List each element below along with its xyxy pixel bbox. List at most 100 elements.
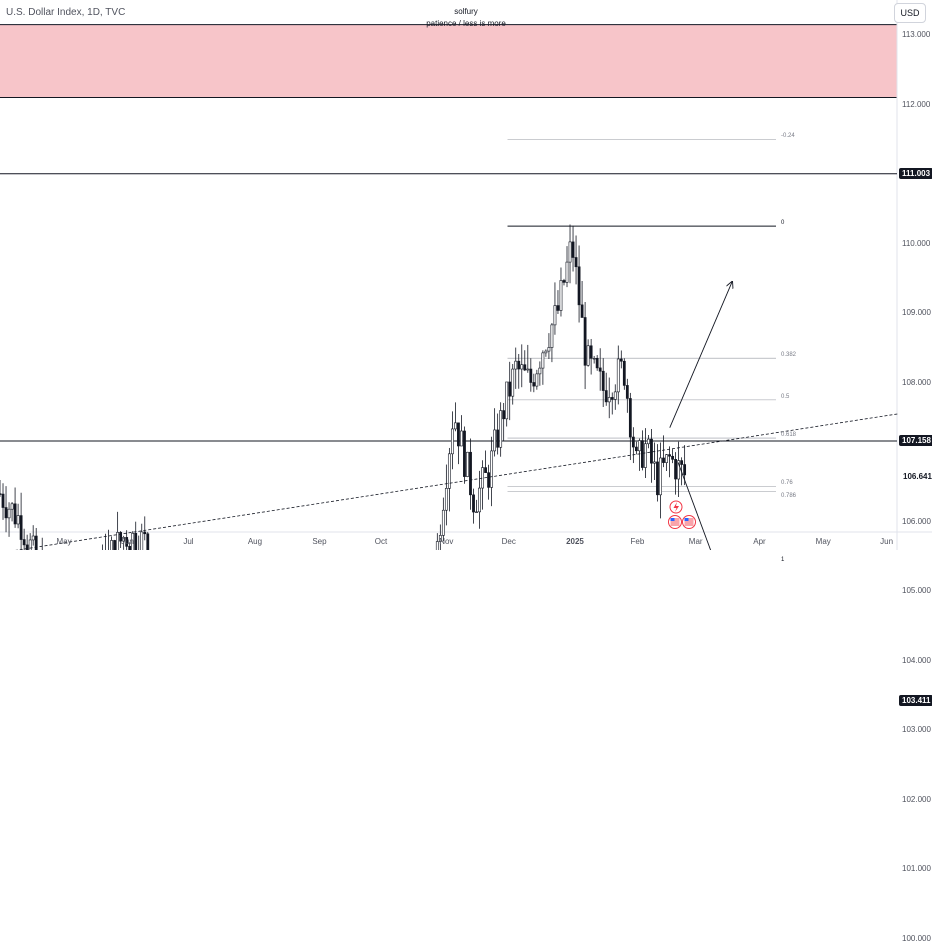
time-tick-label: Jul [183, 537, 194, 546]
candle-body [532, 382, 536, 387]
candle-body [508, 381, 512, 397]
candle-body [671, 455, 674, 460]
us-flag-icon [682, 515, 696, 529]
price-tick-label: 112.000 [902, 99, 931, 109]
candle-body [131, 533, 135, 550]
price-tick-label: 106.000 [902, 516, 931, 526]
candle-body [116, 532, 120, 550]
price-tick-label: 110.000 [902, 238, 931, 248]
candle-body [22, 539, 26, 546]
candle-body [653, 461, 656, 464]
fib-level-label: 0.382 [781, 352, 797, 359]
price-tick-label: 103.000 [902, 725, 931, 734]
candle-body [662, 457, 665, 463]
candle-body [472, 494, 475, 513]
dashed-trendline [15, 413, 899, 550]
candle-body [435, 541, 439, 550]
candle-body [463, 430, 466, 477]
fib-level-label: -0.24 [781, 133, 795, 140]
candle-body [631, 436, 635, 448]
candle-body [586, 345, 590, 366]
candle-body [125, 537, 129, 547]
candle-body [634, 446, 638, 452]
fib-level-label: 0.5 [781, 393, 790, 400]
price-tick-label: 102.000 [902, 794, 931, 804]
author-tagline: patience / less is more [426, 19, 506, 28]
candle-body [607, 397, 611, 403]
us-flag-icon [684, 518, 689, 521]
candle-body [683, 464, 687, 476]
time-tick-label: Jun [120, 537, 134, 546]
candle-body [625, 385, 629, 399]
time-tick-label: Nov [439, 537, 454, 546]
candle-body [484, 467, 487, 473]
candle-body [680, 460, 684, 465]
candle-body [589, 345, 593, 359]
candle-body [601, 370, 605, 391]
candle-body [438, 535, 442, 542]
candle-body [547, 347, 551, 352]
price-level-tag: 103.411 [899, 695, 932, 707]
candle-body [544, 350, 548, 354]
currency-button[interactable]: USD [894, 3, 926, 23]
candle-body [580, 304, 584, 318]
axis-layer [0, 0, 932, 550]
events-layer [668, 500, 696, 529]
candle-body [583, 317, 587, 366]
projection-arrow [669, 282, 732, 428]
candle-body [493, 429, 497, 452]
candle-body [25, 544, 29, 550]
candle-body [444, 488, 448, 511]
us-flag-icon [670, 518, 675, 521]
projection-arrow [677, 462, 712, 550]
candle-body [128, 546, 132, 550]
time-tick-label: Feb [630, 537, 645, 546]
candle-body [502, 410, 506, 420]
time-tick-label: Oct [374, 537, 388, 546]
candle-body [553, 305, 557, 326]
price-level-tag: 107.158 [899, 435, 932, 447]
candle-body [665, 454, 668, 463]
candle-body [559, 280, 563, 311]
candle-body [146, 533, 150, 550]
candle-body [556, 305, 560, 311]
drawings-layer [15, 282, 899, 550]
price-tick-label: 108.000 [902, 377, 931, 387]
candle-body [550, 324, 554, 348]
candle-body [656, 461, 659, 496]
time-tick-label: Mar [688, 537, 703, 546]
candles-layer [0, 224, 687, 550]
price-chart[interactable] [0, 0, 932, 550]
candle-body [592, 358, 596, 360]
candle-body [490, 450, 494, 488]
candle-body [637, 440, 641, 452]
candle-body [0, 493, 2, 495]
candle-body [622, 360, 626, 386]
candle-body [4, 507, 8, 519]
fib-level-label: 1 [781, 557, 785, 564]
lightning-icon [673, 502, 679, 512]
price-tick-label: 101.000 [902, 864, 931, 873]
candle-body [475, 511, 478, 513]
candle-body [644, 443, 647, 468]
candle-body [517, 360, 521, 370]
candle-body [478, 487, 481, 513]
candle-body [514, 360, 518, 370]
candle-body [659, 457, 662, 496]
candle-body [604, 390, 608, 403]
candle-body [19, 515, 23, 540]
candle-body [10, 503, 14, 510]
candle-body [447, 453, 451, 489]
candle-body [619, 358, 623, 362]
candle-body [613, 391, 617, 400]
candle-body [460, 430, 463, 447]
candle-body [616, 358, 620, 393]
candle-body [441, 509, 445, 536]
candle-body [469, 451, 472, 496]
time-tick-label: May [56, 537, 72, 546]
candle-body [466, 451, 469, 477]
candle-body [535, 373, 539, 387]
candle-body [31, 535, 35, 541]
candle-body [677, 460, 681, 480]
candle-body [541, 352, 545, 369]
